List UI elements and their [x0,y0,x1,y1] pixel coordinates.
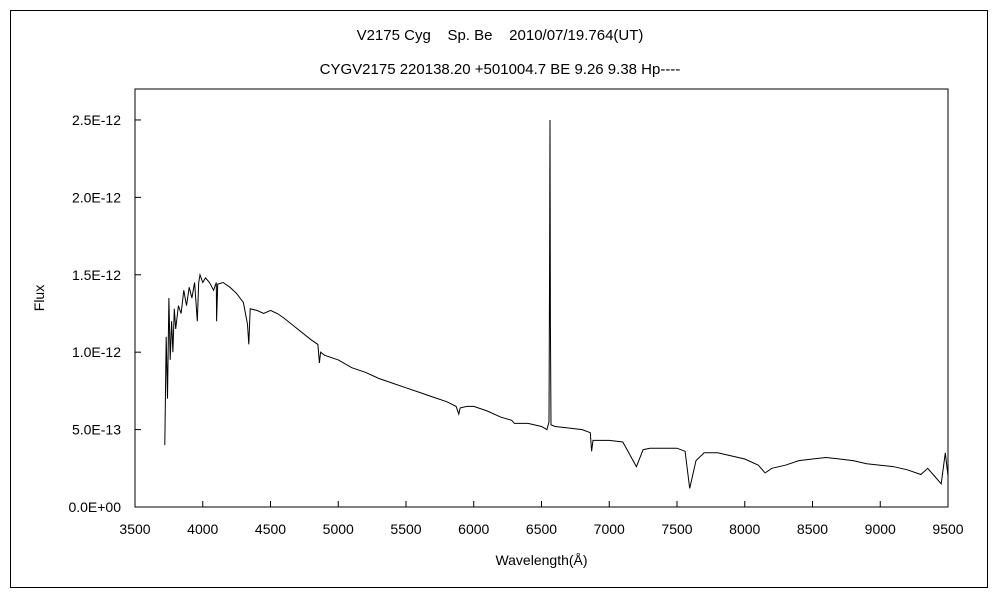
x-tick-label: 6500 [526,521,557,537]
x-tick-label: 7500 [661,521,692,537]
chart-frame [10,10,988,588]
x-tick-label: 3500 [119,521,150,537]
y-tick-label: 1.5E-12 [72,267,121,283]
x-axis: 3500 4000 4500 5000 5500 6000 6500 7000 7500 8000… [119,501,964,537]
y-tick-label: 0.0E+00 [68,499,121,515]
y-tick-label: 2.0E-12 [72,189,121,205]
y-tick-label: 1.0E-12 [72,344,121,360]
x-tick-label: 5000 [323,521,354,537]
y-tick-label: 5.0E-13 [72,422,121,438]
x-tick-label: 9000 [865,521,896,537]
x-tick-label: 4000 [187,521,218,537]
x-tick-label: 8500 [797,521,828,537]
y-tick-label: 2.5E-12 [72,112,121,128]
chart-subtitle: CYGV2175 220138.20 +501004.7 BE 9.26 9.3… [319,61,681,78]
y-axis-label: Flux [31,285,47,311]
y-axis: 0.0E+00 5.0E-13 1.0E-12 1.5E-12 2.0E-12 2.5E-… [68,112,141,515]
x-tick-label: 8000 [729,521,760,537]
x-axis-label: Wavelength(Å) [495,552,587,568]
x-tick-label: 9500 [932,521,963,537]
x-tick-label: 7000 [594,521,625,537]
x-tick-label: 5500 [390,521,421,537]
x-tick-label: 4500 [255,521,286,537]
plot-area [134,88,949,508]
spectrum-line [164,119,949,489]
chart-title: V2175 Cyg Sp. Be 2010/07/19.764(UT) [356,27,644,44]
x-tick-label: 6000 [458,521,489,537]
